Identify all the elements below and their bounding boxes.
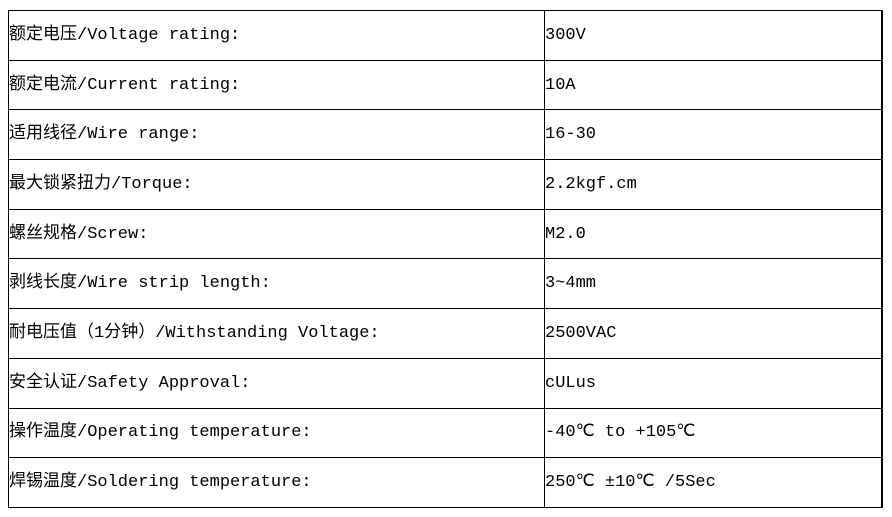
spec-label: 额定电流/Current rating: — [8, 59, 545, 111]
spec-label: 操作温度/Operating temperature: — [8, 407, 545, 459]
spec-value: cULus — [544, 357, 883, 409]
spec-value: 10A — [544, 59, 883, 111]
table-row: 安全认证/Safety Approval: cULus — [8, 357, 883, 409]
spec-value: M2.0 — [544, 208, 883, 260]
spec-label: 剥线长度/Wire strip length: — [8, 258, 545, 310]
spec-label: 焊锡温度/Soldering temperature: — [8, 457, 545, 508]
spec-value: 16-30 — [544, 109, 883, 161]
table-row: 螺丝规格/Screw: M2.0 — [8, 208, 883, 260]
table-row: 额定电压/Voltage rating: 300V — [8, 10, 883, 61]
spec-value: 2500VAC — [544, 308, 883, 359]
spec-value: 3~4mm — [544, 258, 883, 310]
table-row: 最大锁紧扭力/Torque: 2.2kgf.cm — [8, 159, 883, 210]
table-row: 焊锡温度/Soldering temperature: 250℃ ±10℃ /5S… — [8, 457, 883, 508]
spec-label: 安全认证/Safety Approval: — [8, 357, 545, 409]
table-row: 适用线径/Wire range: 16-30 — [8, 109, 883, 161]
spec-value: 300V — [544, 10, 883, 61]
table-row: 额定电流/Current rating: 10A — [8, 59, 883, 111]
table-row: 耐电压值（1分钟）/Withstanding Voltage: 2500VAC — [8, 308, 883, 359]
table-row: 剥线长度/Wire strip length: 3~4mm — [8, 258, 883, 310]
spec-value: -40℃ to +105℃ — [544, 407, 883, 459]
spec-label: 适用线径/Wire range: — [8, 109, 545, 161]
spec-table-body: 额定电压/Voltage rating: 300V 额定电流/Current rat… — [8, 10, 883, 508]
spec-label: 耐电压值（1分钟）/Withstanding Voltage: — [8, 308, 545, 359]
table-row: 操作温度/Operating temperature: -40℃ to +105℃ — [8, 407, 883, 459]
spec-label: 额定电压/Voltage rating: — [8, 10, 545, 61]
spec-table: 额定电压/Voltage rating: 300V 额定电流/Current rat… — [8, 10, 883, 508]
spec-value: 2.2kgf.cm — [544, 159, 883, 210]
spec-value: 250℃ ±10℃ /5Sec — [544, 457, 883, 508]
spec-label: 螺丝规格/Screw: — [8, 208, 545, 260]
spec-label: 最大锁紧扭力/Torque: — [8, 159, 545, 210]
